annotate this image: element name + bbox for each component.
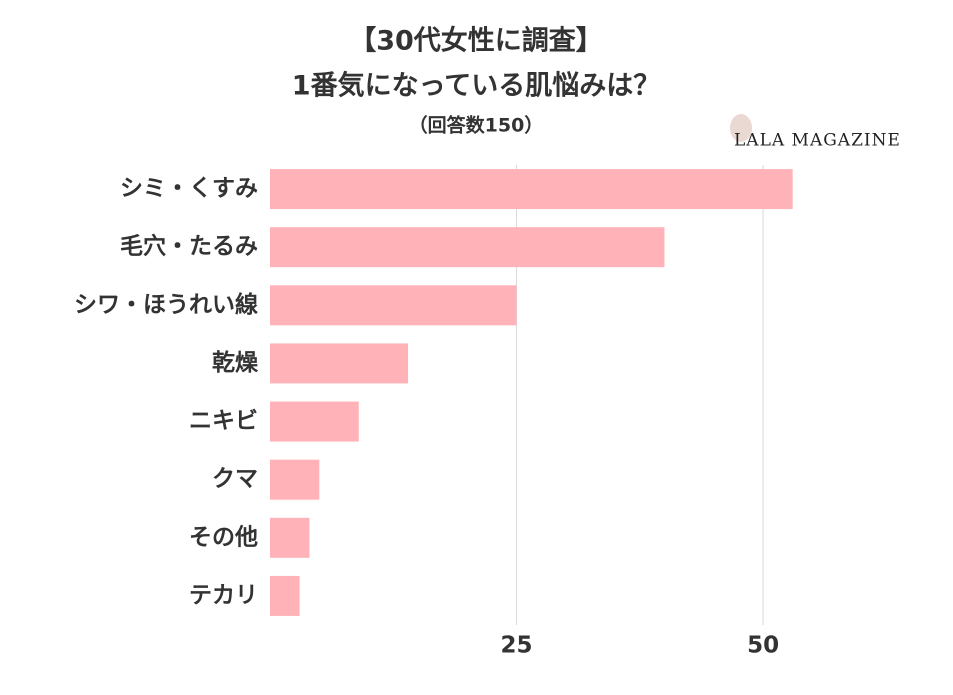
bar — [270, 517, 310, 558]
y-tick-label: ニキビ — [189, 408, 258, 434]
chart-subtitle: （回答数150） — [409, 114, 544, 137]
bar — [270, 575, 300, 616]
logo: LALA MAGAZINE — [734, 131, 901, 151]
y-tick-label: テカリ — [189, 582, 258, 608]
bar — [270, 459, 320, 500]
bar — [270, 227, 665, 268]
bar — [270, 401, 359, 442]
chart-title: 1番気になっている肌悩みは？ — [292, 70, 660, 102]
bar — [270, 343, 409, 384]
y-tick-label: 乾燥 — [212, 349, 259, 376]
chart-title: 【30代女性に調査】 — [349, 25, 603, 57]
bar — [270, 285, 517, 326]
y-tick-label: シワ・ほうれい線 — [74, 291, 258, 318]
y-tick-label: 毛穴・たるみ — [120, 233, 258, 260]
bar — [270, 169, 793, 210]
y-tick-label: シミ・くすみ — [120, 176, 258, 202]
logo-mark — [730, 114, 752, 142]
x-tick-label: 25 — [501, 633, 533, 659]
y-tick-label: クマ — [212, 466, 258, 492]
x-tick-label: 50 — [747, 633, 779, 659]
y-tick-label: その他 — [189, 524, 258, 550]
